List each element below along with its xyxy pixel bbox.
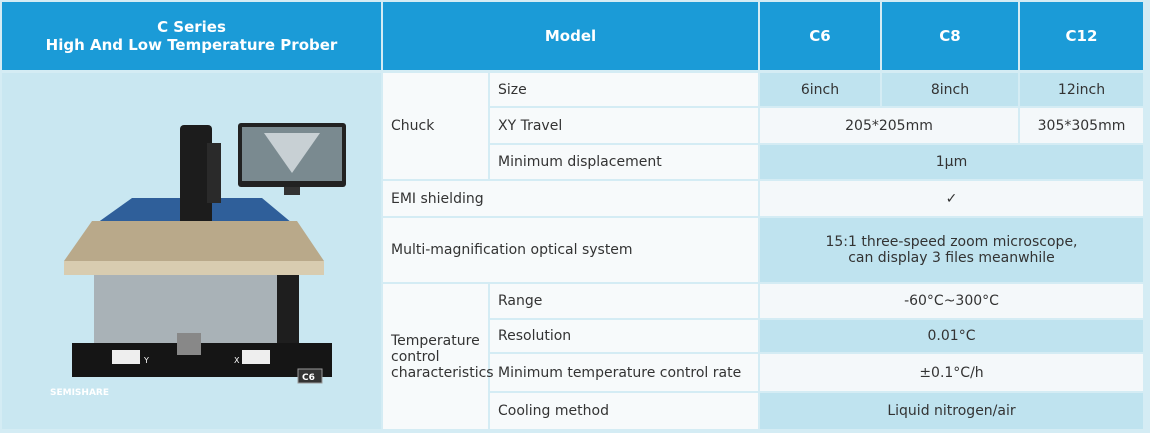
group-label: Chuck [383, 73, 488, 179]
value-cell-text: 12inch [1058, 82, 1105, 98]
value-cell: Liquid nitrogen/air [760, 393, 1143, 429]
group-label-text: Multi-magnification optical system [391, 242, 633, 258]
prober-illustration: Y X SEMISHARE C6 [2, 73, 381, 429]
value-cell: 305*305mm [1020, 108, 1143, 143]
row-label: XY Travel [490, 108, 758, 143]
row-label-text: Size [498, 82, 527, 98]
model-label: Model [545, 27, 596, 45]
variant-header-text: C12 [1066, 27, 1098, 45]
group-label: EMI shielding [383, 181, 758, 216]
value-cell: 205*205mm [760, 108, 1018, 143]
group-label: Multi-magnification optical system [383, 218, 758, 282]
axis-label: Y [143, 356, 149, 365]
value-cell-text: 8inch [931, 82, 969, 98]
value-cell-text: ✓ [946, 191, 958, 207]
group-label-text: Chuck [391, 118, 434, 134]
variant-header: C12 [1020, 2, 1143, 70]
row-label-text: XY Travel [498, 118, 562, 134]
row-label-text: Minimum displacement [498, 154, 662, 170]
row-label-text: Range [498, 293, 542, 309]
value-cell: ✓ [760, 181, 1143, 216]
variant-header-text: C8 [939, 27, 960, 45]
row-label-text: Minimum temperature control rate [498, 365, 741, 381]
title-line: C Series [157, 18, 226, 36]
row-label: Resolution [490, 320, 758, 352]
value-cell-text: -60°C~300°C [904, 293, 999, 309]
value-cell-text: 15:1 three-speed zoom microscope, can di… [825, 234, 1077, 266]
axis-label: X [234, 356, 240, 365]
row-label: Minimum displacement [490, 145, 758, 179]
value-cell: ±0.1°C/h [760, 354, 1143, 391]
variant-header: C6 [760, 2, 880, 70]
value-cell-text: 305*305mm [1038, 118, 1126, 134]
row-label: Minimum temperature control rate [490, 354, 758, 391]
value-cell: 12inch [1020, 73, 1143, 106]
product-image: Y X SEMISHARE C6 [2, 73, 381, 429]
value-cell-text: 1μm [936, 154, 967, 170]
value-cell: 8inch [882, 73, 1018, 106]
variant-header: C8 [882, 2, 1018, 70]
value-cell-text: Liquid nitrogen/air [887, 403, 1015, 419]
group-label-text: Temperature control characteristics [391, 333, 494, 381]
value-cell: 15:1 three-speed zoom microscope, can di… [760, 218, 1143, 282]
row-label: Cooling method [490, 393, 758, 429]
value-cell-text: 0.01°C [928, 328, 976, 344]
value-cell: 6inch [760, 73, 880, 106]
value-cell-text: ±0.1°C/h [919, 365, 983, 381]
model-header: Model [383, 2, 758, 70]
value-cell: 0.01°C [760, 320, 1143, 352]
value-cell-text: 205*205mm [845, 118, 933, 134]
row-label-text: Cooling method [498, 403, 609, 419]
value-cell: 1μm [760, 145, 1143, 179]
brand-mark: SEMISHARE [50, 388, 109, 398]
row-label: Size [490, 73, 758, 106]
variant-header-text: C6 [809, 27, 830, 45]
value-cell: -60°C~300°C [760, 284, 1143, 318]
row-label: Range [490, 284, 758, 318]
model-plate: C6 [302, 373, 315, 383]
group-label: Temperature control characteristics [383, 284, 488, 429]
spec-page: C SeriesHigh And Low Temperature Prober … [0, 0, 1150, 433]
value-cell-text: 6inch [801, 82, 839, 98]
row-label-text: Resolution [498, 328, 571, 344]
group-label-text: EMI shielding [391, 191, 484, 207]
title-line: High And Low Temperature Prober [46, 36, 338, 54]
